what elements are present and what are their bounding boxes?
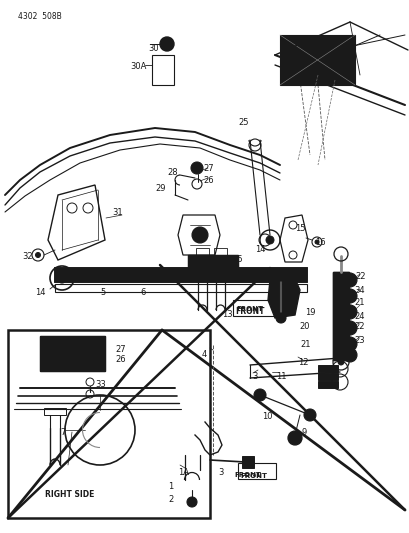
Circle shape [36, 253, 40, 257]
Text: 14: 14 [35, 288, 45, 297]
Text: 11: 11 [275, 372, 286, 381]
Text: RIGHT SIDE: RIGHT SIDE [45, 490, 94, 499]
Text: 22: 22 [353, 322, 364, 331]
Text: 24: 24 [353, 312, 364, 321]
Bar [213, 248, 227, 255]
Text: 30A: 30A [130, 62, 146, 71]
Circle shape [57, 273, 67, 283]
Circle shape [189, 500, 193, 504]
Circle shape [53, 345, 63, 355]
Text: FRONT: FRONT [234, 307, 264, 316]
Circle shape [275, 271, 285, 281]
Circle shape [303, 409, 315, 421]
Bar [317, 373, 337, 380]
Bar [8, 330, 209, 518]
Circle shape [160, 37, 173, 51]
Text: 26: 26 [202, 176, 213, 185]
Circle shape [342, 321, 356, 335]
Bar [232, 300, 274, 316]
Circle shape [254, 389, 265, 401]
Circle shape [342, 273, 356, 287]
Bar [196, 248, 209, 255]
Text: 28: 28 [166, 168, 177, 177]
Bar [188, 255, 237, 269]
Bar [44, 408, 66, 415]
Text: 10: 10 [261, 412, 272, 421]
Text: 35: 35 [231, 255, 242, 264]
Bar [55, 268, 306, 282]
Text: 3: 3 [218, 468, 223, 477]
Text: 7: 7 [60, 428, 65, 437]
Bar [317, 381, 337, 388]
Text: 19: 19 [304, 308, 315, 317]
Text: 1: 1 [168, 482, 173, 491]
Circle shape [265, 236, 273, 244]
Text: 34: 34 [353, 286, 364, 295]
Text: 25: 25 [237, 118, 248, 127]
Circle shape [342, 289, 356, 303]
Text: FRONT: FRONT [234, 472, 261, 478]
Text: 21: 21 [353, 298, 364, 307]
Circle shape [287, 431, 301, 445]
Text: 2: 2 [168, 495, 173, 504]
Circle shape [70, 345, 80, 355]
Text: 21: 21 [299, 340, 310, 349]
Polygon shape [267, 272, 299, 318]
Circle shape [191, 227, 207, 243]
Text: 27: 27 [202, 164, 213, 173]
Text: 3: 3 [252, 372, 257, 381]
Bar [332, 272, 348, 360]
Circle shape [342, 305, 356, 319]
Text: 27: 27 [115, 345, 125, 354]
Circle shape [85, 345, 95, 355]
Text: 33: 33 [95, 380, 106, 389]
Bar [55, 284, 306, 292]
Circle shape [164, 41, 170, 47]
Text: 12: 12 [297, 358, 308, 367]
Text: 8: 8 [329, 372, 335, 381]
Circle shape [291, 435, 297, 441]
Text: 4302  508B: 4302 508B [18, 12, 62, 21]
Text: 30: 30 [148, 44, 158, 53]
Circle shape [342, 348, 356, 362]
Circle shape [314, 240, 318, 244]
Bar [279, 35, 354, 85]
Text: 22: 22 [354, 272, 364, 281]
Text: 9: 9 [301, 428, 306, 437]
Text: 26: 26 [115, 355, 125, 364]
Bar [332, 272, 348, 360]
Text: 32: 32 [22, 252, 33, 261]
Text: 14: 14 [254, 245, 265, 254]
Circle shape [194, 166, 199, 171]
Circle shape [191, 162, 202, 174]
Text: 4: 4 [202, 350, 207, 359]
Bar [152, 55, 173, 85]
Bar [237, 463, 275, 479]
Bar [317, 365, 337, 372]
Text: 16: 16 [314, 238, 325, 247]
Text: 31: 31 [112, 208, 122, 217]
Circle shape [342, 337, 356, 351]
Text: FRONT: FRONT [236, 306, 262, 312]
Text: FRONT: FRONT [239, 473, 266, 479]
Bar [241, 456, 254, 468]
Text: 6: 6 [139, 288, 145, 297]
Bar [55, 268, 306, 282]
Circle shape [275, 313, 285, 323]
Bar [40, 336, 105, 371]
Text: 29: 29 [155, 184, 165, 193]
Text: 15: 15 [294, 224, 305, 233]
Text: 20: 20 [298, 322, 309, 331]
Text: 23: 23 [353, 336, 364, 345]
Text: 13: 13 [221, 310, 232, 319]
Circle shape [337, 359, 343, 365]
Text: 29: 29 [48, 340, 58, 349]
Text: 18: 18 [287, 290, 298, 299]
Bar [188, 255, 237, 269]
Circle shape [187, 497, 196, 507]
Text: 1A: 1A [178, 468, 189, 477]
Text: 5: 5 [100, 288, 105, 297]
Bar [40, 336, 105, 371]
Text: 17: 17 [279, 278, 290, 287]
